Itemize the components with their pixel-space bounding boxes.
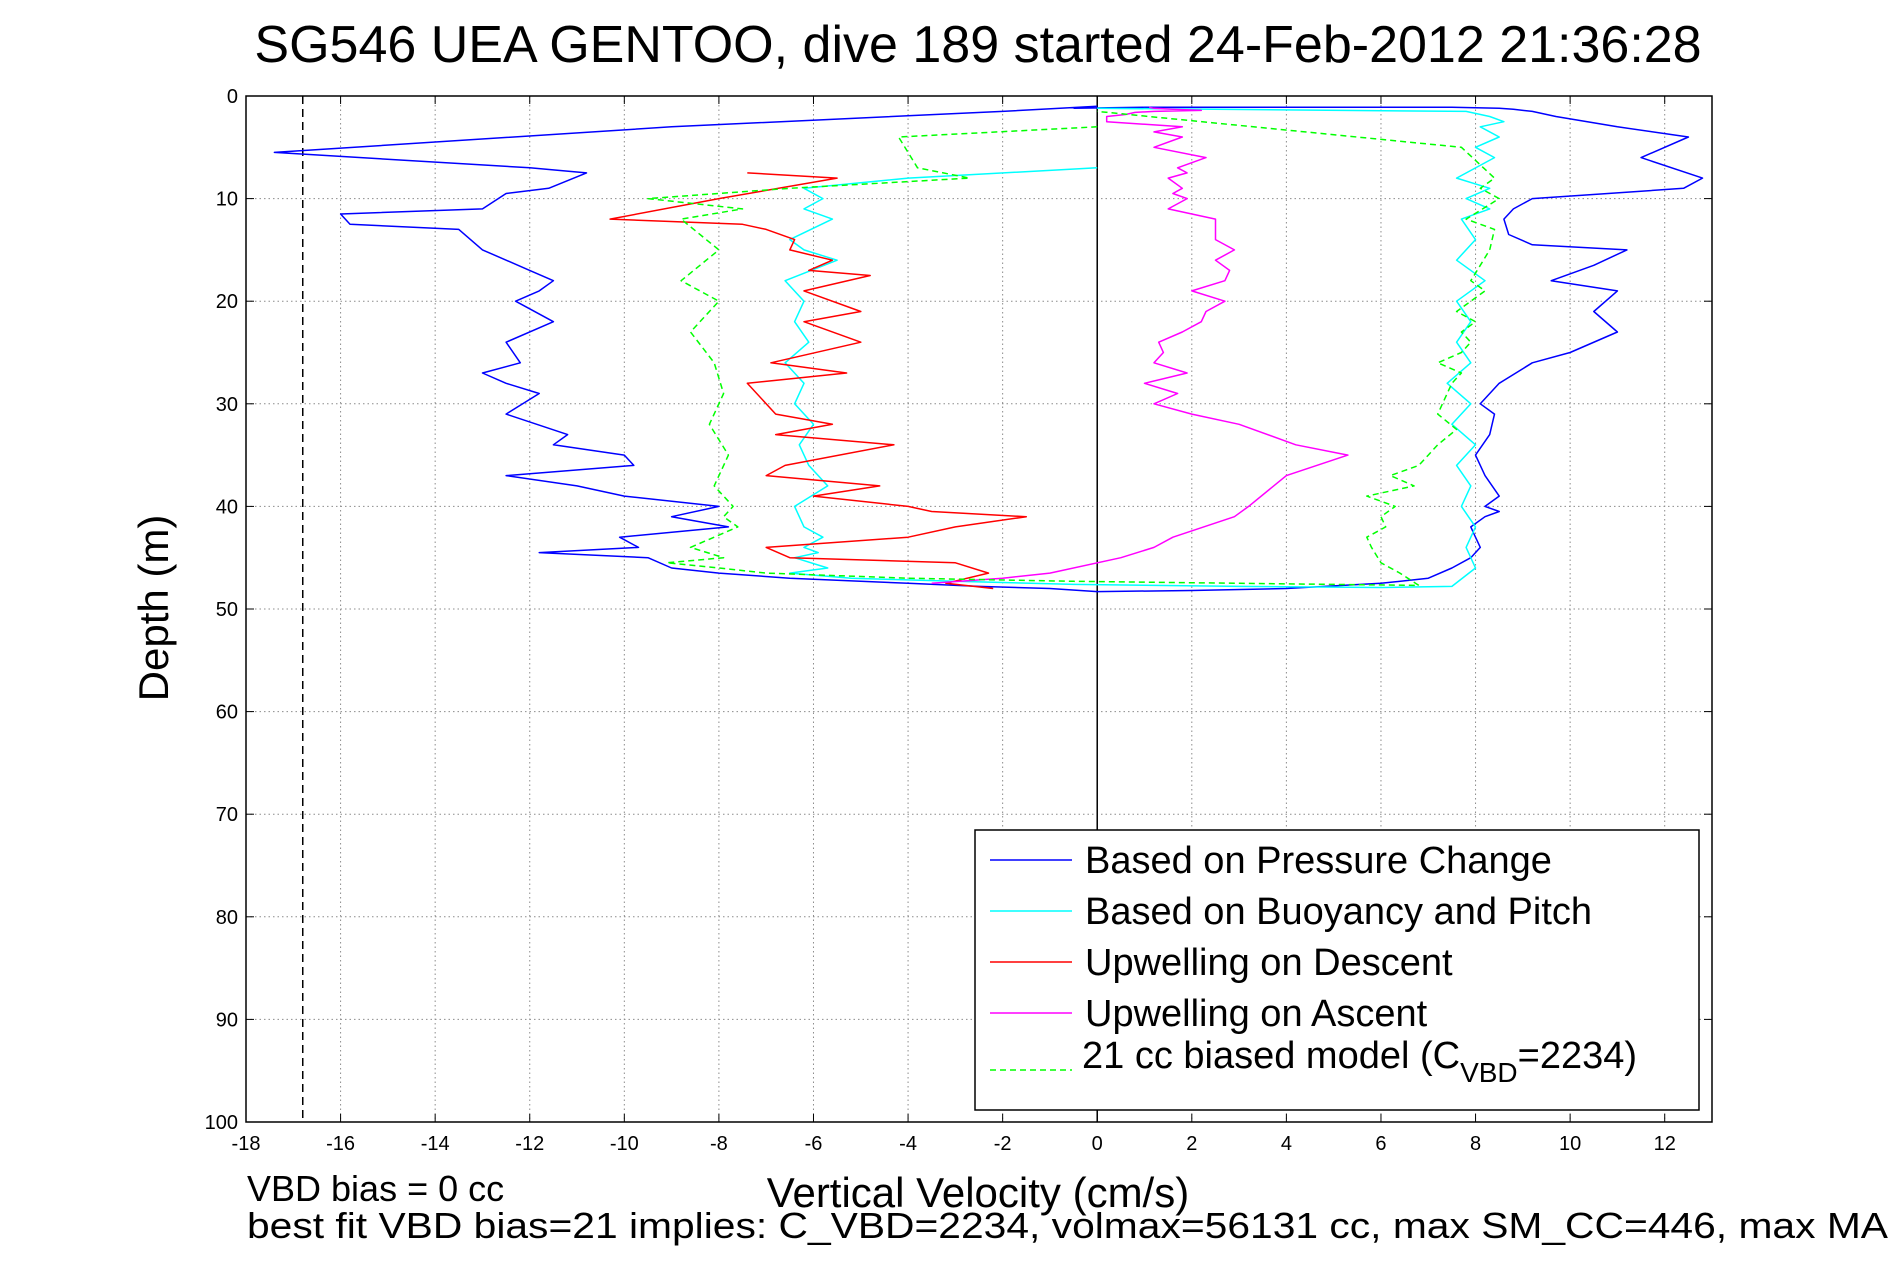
x-tick-label: -18 [232, 1133, 261, 1155]
y-tick-label: 40 [216, 496, 238, 518]
best-fit-note: best fit VBD bias=21 implies: C_VBD=2234… [247, 1205, 1888, 1246]
x-tick-label: 6 [1375, 1133, 1386, 1155]
x-tick-label: -2 [994, 1133, 1012, 1155]
vbd-bias-note: VBD bias = 0 cc [247, 1168, 504, 1209]
x-tick-label: -8 [710, 1133, 728, 1155]
series-line-based-on-buoyancy-and-pitch [784, 107, 1505, 589]
y-tick-label: 20 [216, 291, 238, 313]
x-axis-label: Vertical Velocity (cm/s) [767, 1169, 1189, 1216]
legend-label-pressure: Based on Pressure Change [1085, 840, 1552, 882]
legend-label-model: 21 cc biased model (CVBD=2234) [1082, 1035, 1637, 1088]
x-tick-label: -14 [421, 1133, 450, 1155]
x-tick-label: 8 [1470, 1133, 1481, 1155]
series-line-upwelling-on-descent [609, 172, 1028, 590]
series-line-upwelling-on-ascent [931, 106, 1349, 585]
y-tick-label: 90 [216, 1009, 238, 1031]
x-tick-label: 0 [1092, 1133, 1103, 1155]
chart-title: SG546 UEA GENTOO, dive 189 started 24-Fe… [254, 16, 1701, 74]
legend: Based on Pressure Change Based on Buoyan… [974, 829, 1700, 1111]
y-tick-label: 60 [216, 702, 238, 724]
x-tick-label: -10 [610, 1133, 639, 1155]
y-tick-label: 100 [205, 1112, 238, 1134]
legend-label-ascent: Upwelling on Ascent [1085, 993, 1428, 1035]
legend-label-descent: Upwelling on Descent [1085, 942, 1453, 984]
x-tick-label: -16 [326, 1133, 355, 1155]
y-tick-label: 80 [216, 907, 238, 929]
x-tick-label: -12 [515, 1133, 544, 1155]
x-tick-label: -6 [805, 1133, 823, 1155]
legend-label-model-main: 21 cc biased model (C [1082, 1035, 1460, 1077]
y-tick-label: 50 [216, 599, 238, 621]
x-tick-label: 4 [1281, 1133, 1292, 1155]
y-tick-label: 0 [227, 86, 238, 108]
x-tick-label: 2 [1186, 1133, 1197, 1155]
legend-label-buoyancy: Based on Buoyancy and Pitch [1085, 891, 1592, 933]
x-tick-label: 12 [1654, 1133, 1676, 1155]
legend-box [974, 829, 1700, 1111]
legend-label-model-tail: =2234) [1518, 1035, 1637, 1077]
x-tick-label: -4 [899, 1133, 917, 1155]
y-tick-label: 10 [216, 189, 238, 211]
x-tick-label: 10 [1559, 1133, 1581, 1155]
legend-label-model-subscript: VBD [1460, 1057, 1518, 1088]
y-axis-label: Depth (m) [130, 515, 177, 702]
y-tick-label: 30 [216, 394, 238, 416]
x-axis: -18 -16 -14 -12 -10 -8 -6 -4 -2 0 2 4 6 8 10 12 [232, 96, 1676, 1155]
y-tick-label: 70 [216, 804, 238, 826]
y-axis: 0 10 20 30 40 50 60 70 80 90 100 [205, 86, 1712, 1134]
series-line-based-on-pressure-change [273, 105, 1704, 593]
